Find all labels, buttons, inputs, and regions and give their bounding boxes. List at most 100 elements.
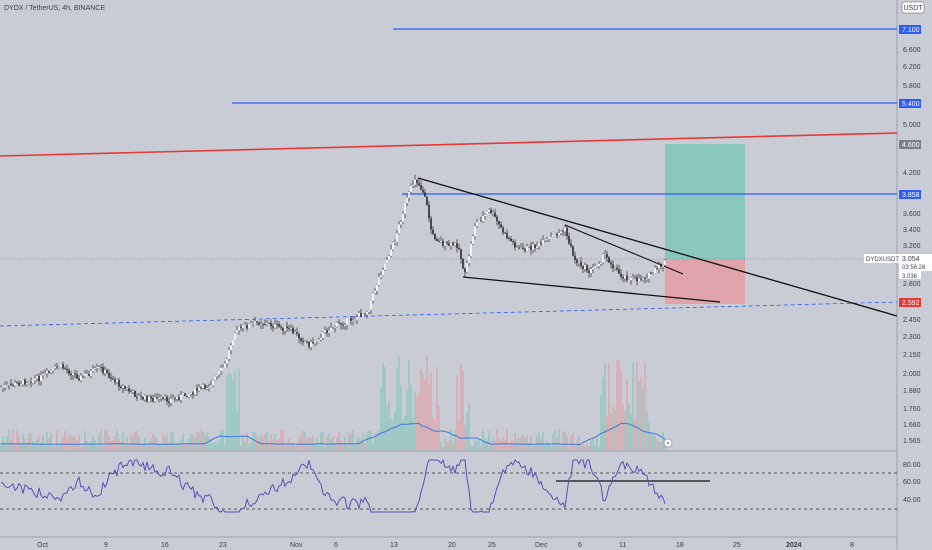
- candle-body: [618, 269, 620, 274]
- marker-tag[interactable]: [899, 271, 921, 279]
- candle-body: [80, 375, 82, 381]
- volume-bar: [274, 434, 276, 450]
- time-axis[interactable]: Oct 9 16 23 Nov 6 13 20 25 Dec 6 11 18 2…: [37, 542, 854, 549]
- level-tag-2[interactable]: [899, 99, 921, 108]
- volume-bar: [418, 393, 420, 450]
- level-tag-top[interactable]: [899, 25, 921, 34]
- candle-body: [152, 398, 154, 402]
- volume-bar: [108, 436, 110, 450]
- candle-body: [382, 269, 384, 276]
- volume-bar: [142, 444, 144, 450]
- volume-bar: [326, 436, 328, 450]
- level-tag-3[interactable]: [899, 190, 921, 199]
- candle-body: [188, 394, 190, 398]
- volume-bar: [122, 432, 124, 450]
- candle-body: [556, 233, 558, 236]
- volume-bar: [332, 436, 334, 450]
- marker-tag-label: 3.038: [902, 274, 918, 280]
- candlesticks[interactable]: [0, 174, 666, 408]
- candle-body: [436, 239, 438, 242]
- stop-zone[interactable]: [665, 260, 745, 304]
- candle-body: [300, 338, 302, 341]
- volume-bar: [542, 432, 544, 450]
- time-tick: 6: [334, 542, 338, 549]
- volume-bar: [480, 446, 482, 450]
- candle-body: [534, 244, 536, 249]
- candle-body: [550, 236, 552, 238]
- descending-trendline[interactable]: [417, 177, 898, 317]
- candle-body: [146, 395, 148, 402]
- volume-bar: [552, 433, 554, 450]
- candle-body: [168, 401, 170, 403]
- volume-bar: [568, 446, 570, 450]
- candle-body: [16, 382, 18, 384]
- volume-bar: [458, 419, 460, 450]
- volume-bar: [400, 385, 402, 450]
- candle-body: [454, 243, 456, 246]
- candle-body: [348, 318, 350, 319]
- volume-bar: [488, 430, 490, 450]
- volume-bar: [226, 375, 228, 450]
- candle-body: [324, 330, 326, 333]
- time-tick: Dec: [535, 542, 548, 549]
- symbol-tag-label: DYDXUSDT: [866, 257, 899, 263]
- candle-body: [620, 273, 622, 277]
- candle-body: [564, 227, 566, 232]
- time-tick: 8: [850, 542, 854, 549]
- candle-body: [518, 247, 520, 249]
- candle-body: [308, 341, 310, 348]
- candle-body: [378, 277, 380, 286]
- candle-body: [380, 275, 382, 278]
- candle-body: [228, 350, 230, 359]
- candle-body: [568, 236, 570, 244]
- price-axis[interactable]: 6.600 6.200 5.800 5.000 4.200 3.600 3.40…: [903, 47, 921, 445]
- candle-body: [54, 366, 56, 369]
- volume-bar: [626, 379, 628, 450]
- candle-body: [524, 248, 526, 251]
- volume-bar: [510, 440, 512, 450]
- candle-body: [634, 277, 636, 279]
- candle-body: [538, 242, 540, 247]
- candle-body: [36, 375, 38, 379]
- volume-bar: [338, 431, 340, 450]
- red-trendline[interactable]: [0, 132, 898, 157]
- candle-body: [150, 396, 152, 399]
- candle-body: [482, 215, 484, 222]
- candle-body: [94, 368, 96, 369]
- volume-bar: [28, 433, 30, 450]
- candle-body: [34, 378, 36, 381]
- volume-bar: [258, 437, 260, 450]
- volume-bar: [390, 417, 392, 450]
- volume-bar: [30, 433, 32, 450]
- volume-bar: [250, 442, 252, 450]
- level-tag-red[interactable]: [899, 140, 921, 149]
- candle-body: [446, 242, 448, 244]
- dashed-support-line[interactable]: [0, 301, 898, 327]
- volume-bar: [182, 433, 184, 450]
- symbol-tag[interactable]: [864, 254, 899, 263]
- candle-body: [258, 322, 260, 325]
- volume-bar: [230, 374, 232, 450]
- volume-bar: [368, 430, 370, 450]
- volume-bar: [234, 369, 236, 450]
- candle-body: [68, 370, 70, 374]
- candle-body: [178, 396, 180, 400]
- volume-bar: [78, 434, 80, 450]
- candle-body: [400, 221, 402, 225]
- target-zone[interactable]: [665, 144, 745, 260]
- candle-body: [414, 179, 416, 185]
- currency-badge[interactable]: [901, 1, 925, 14]
- volume-bar: [268, 441, 270, 450]
- volume-bar: [364, 443, 366, 450]
- candle-body: [480, 220, 482, 222]
- volume-bar: [210, 438, 212, 450]
- wedge-support-line[interactable]: [462, 276, 721, 303]
- level-tag-bottom[interactable]: [899, 298, 921, 307]
- volume-bar: [128, 445, 130, 450]
- current-price-tag[interactable]: [899, 254, 932, 271]
- candle-body: [264, 324, 266, 325]
- volume-bar: [170, 431, 172, 450]
- volume-bar: [328, 433, 330, 450]
- volume-bar: [608, 363, 610, 450]
